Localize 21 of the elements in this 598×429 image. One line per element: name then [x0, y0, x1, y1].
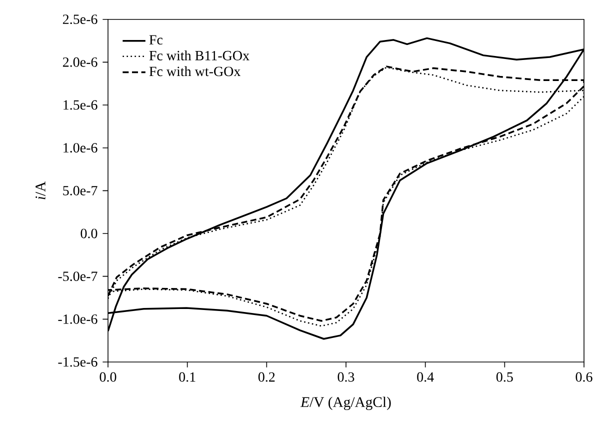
- y-axis-title: i/A: [36, 182, 46, 200]
- y-tick-label: 0.0: [80, 228, 98, 238]
- x-tick-label: 0.0: [100, 372, 116, 382]
- y-tick-label: 1.0e-6: [64, 143, 98, 153]
- legend-label: Fc with B11-GOx: [149, 50, 250, 61]
- x-tick-label: 0.6: [576, 372, 592, 382]
- y-tick-label: 2.5e-6: [62, 14, 98, 24]
- y-tick-label: 2.0e-6: [62, 58, 98, 68]
- legend-label: Fc: [149, 35, 163, 45]
- x-tick-label: 0.2: [258, 372, 275, 382]
- x-tick-label: 0.1: [179, 372, 196, 382]
- y-tick-label: -5.0e-7: [58, 272, 98, 282]
- legend-label: Fc with wt-GOx: [149, 66, 241, 76]
- x-tick-label: 0.5: [496, 372, 513, 382]
- x-axis-title: E/V (Ag/AgCl): [300, 396, 391, 410]
- y-tick-label: 5.0e-7: [63, 186, 98, 196]
- x-tick-label: 0.4: [417, 372, 434, 382]
- y-tick-label: -1.0e-6: [58, 314, 98, 324]
- y-tick-label: 1.5e-6: [64, 100, 98, 110]
- y-tick-label: -1.5e-6: [58, 357, 98, 367]
- x-tick-label: 0.3: [338, 372, 354, 382]
